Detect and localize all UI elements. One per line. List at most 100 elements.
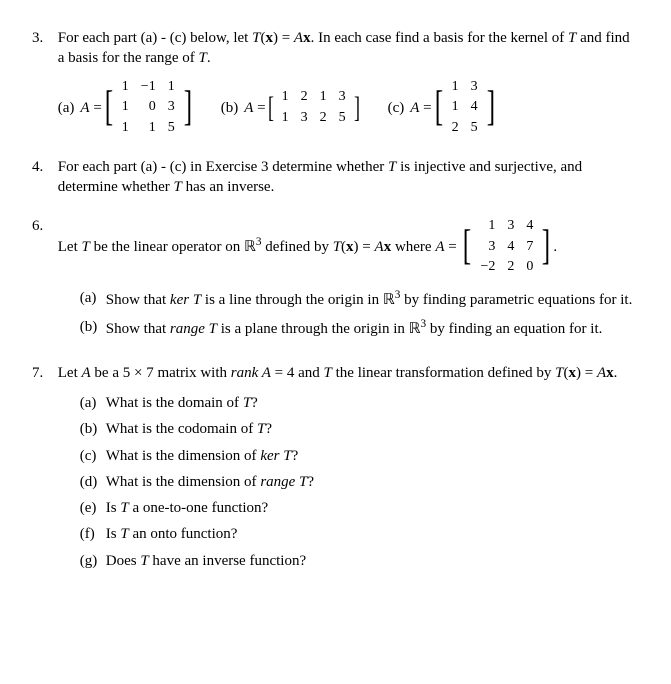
bracket-right: ] xyxy=(184,89,192,127)
subpart-label: (c) xyxy=(80,446,106,466)
subpart-text: What is the dimension of ker T? xyxy=(106,446,638,466)
subpart-b: (b) What is the codomain of T? xyxy=(80,419,638,439)
var-x: x xyxy=(265,30,273,46)
part-label: (c) xyxy=(388,98,405,118)
text: = 4 and xyxy=(271,365,324,381)
text: has an inverse. xyxy=(182,179,274,195)
period: . xyxy=(614,365,618,381)
var-x: x xyxy=(346,238,354,254)
var-A: A xyxy=(80,100,89,116)
text: by finding parametric equations for it. xyxy=(400,292,632,308)
subpart-text: Show that ker T is a line through the or… xyxy=(106,288,638,310)
problem-number: 3. xyxy=(32,28,54,48)
bracket-left: [ xyxy=(268,94,274,121)
text: Let xyxy=(58,238,82,254)
part-c: (c) A = [ 13 14 25 ] xyxy=(388,77,498,140)
subpart-text: What is the domain of T? xyxy=(106,393,638,413)
problem-7: 7. Let A be a 5 × 7 matrix with rank A =… xyxy=(32,363,639,577)
subpart-text: Is T an onto function? xyxy=(106,524,638,544)
subpart-text: What is the codomain of T? xyxy=(106,419,638,439)
text: the linear transformation defined by xyxy=(332,365,555,381)
subpart-label: (d) xyxy=(80,472,106,492)
subpart-label: (g) xyxy=(80,551,106,571)
var-A: A xyxy=(294,30,303,46)
problem-text: Let A be a 5 × 7 matrix with rank A = 4 … xyxy=(58,363,638,577)
text: be the linear operator on xyxy=(90,238,244,254)
text: ) = xyxy=(273,30,294,46)
text: by finding an equation for it. xyxy=(426,321,602,337)
var-T: T xyxy=(324,365,332,381)
subpart-e: (e) Is T a one-to-one function? xyxy=(80,498,638,518)
problem-number: 6. xyxy=(32,216,54,236)
subpart-text: What is the dimension of range T? xyxy=(106,472,638,492)
prefix: A = xyxy=(244,98,265,118)
real-symbol: ℝ xyxy=(409,321,421,337)
matrix-b: 1213 1325 xyxy=(276,87,352,129)
subpart-text: Is T a one-to-one function? xyxy=(106,498,638,518)
var-x: x xyxy=(569,365,577,381)
text: . In each case find a basis for the kern… xyxy=(311,30,568,46)
subpart-label: (b) xyxy=(80,419,106,439)
problem-4: 4. For each part (a) - (c) in Exercise 3… xyxy=(32,157,639,198)
subpart-text: Does T have an inverse function? xyxy=(106,551,638,571)
text: . xyxy=(207,50,211,66)
text: is a plane through the origin in xyxy=(217,321,409,337)
text: Show that xyxy=(106,292,170,308)
subpart-a: (a) Show that ker T is a line through th… xyxy=(80,288,638,310)
real-symbol: ℝ xyxy=(244,238,256,254)
subpart-text: Show that range T is a plane through the… xyxy=(106,317,638,339)
subparts-6: (a) Show that ker T is a line through th… xyxy=(80,288,638,339)
text: Show that xyxy=(106,321,170,337)
subpart-label: (f) xyxy=(80,524,106,544)
bracket-right: ] xyxy=(542,228,550,266)
matrix-6: 134 347 −220 xyxy=(474,216,539,279)
problem-text: For each part (a) - (c) in Exercise 3 de… xyxy=(58,157,638,198)
part-label: (b) xyxy=(221,98,239,118)
parts-row: (a) A = [ 1−11 103 115 ] (b) A = [ 1213 … xyxy=(58,77,638,140)
var-T: T xyxy=(333,238,341,254)
subparts-7: (a) What is the domain of T? (b) What is… xyxy=(80,393,638,571)
text: ) = xyxy=(354,238,375,254)
bracket-left: [ xyxy=(434,89,442,127)
period: . xyxy=(553,238,557,254)
range-T: range T xyxy=(170,321,217,337)
subpart-label: (e) xyxy=(80,498,106,518)
subpart-c: (c) What is the dimension of ker T? xyxy=(80,446,638,466)
prefix: A = xyxy=(410,98,431,118)
var-T: T xyxy=(555,365,563,381)
matrix-a: 1−11 103 115 xyxy=(116,77,181,140)
problem-number: 7. xyxy=(32,363,54,383)
bracket-right: ] xyxy=(354,94,360,121)
var-A: A xyxy=(244,100,253,116)
var-A: A xyxy=(597,365,606,381)
text: be a 5 × 7 matrix with xyxy=(91,365,231,381)
text: is a line through the origin in xyxy=(201,292,383,308)
var-T: T xyxy=(199,50,207,66)
subpart-label: (a) xyxy=(80,393,106,413)
var-T: T xyxy=(174,179,182,195)
problem-3: 3. For each part (a) - (c) below, let T (… xyxy=(32,28,639,139)
subpart-a: (a) What is the domain of T? xyxy=(80,393,638,413)
part-b: (b) A = [ 1213 1325 ] xyxy=(221,87,362,129)
problem-number: 4. xyxy=(32,157,54,177)
text: defined by xyxy=(261,238,332,254)
var-A: A xyxy=(82,365,91,381)
prefix: A = xyxy=(80,98,101,118)
text: For each part (a) - (c) in Exercise 3 de… xyxy=(58,159,388,175)
problem-6: 6. Let T be the linear operator on ℝ3 de… xyxy=(32,216,639,345)
var-x: x xyxy=(303,30,311,46)
bracket-left: [ xyxy=(105,89,113,127)
text: For each part (a) - (c) below, let xyxy=(58,30,252,46)
var-T: T xyxy=(82,238,90,254)
real-symbol: ℝ xyxy=(383,292,395,308)
ker-T: ker T xyxy=(170,292,201,308)
bracket-left: [ xyxy=(463,228,471,266)
subpart-g: (g) Does T have an inverse function? xyxy=(80,551,638,571)
problem-text: Let T be the linear operator on ℝ3 defin… xyxy=(58,216,638,345)
part-label: (a) xyxy=(58,98,75,118)
text: = xyxy=(445,238,461,254)
var-A: A xyxy=(435,238,444,254)
matrix-c: 13 14 25 xyxy=(446,77,484,140)
subpart-d: (d) What is the dimension of range T? xyxy=(80,472,638,492)
text: ) = xyxy=(576,365,597,381)
